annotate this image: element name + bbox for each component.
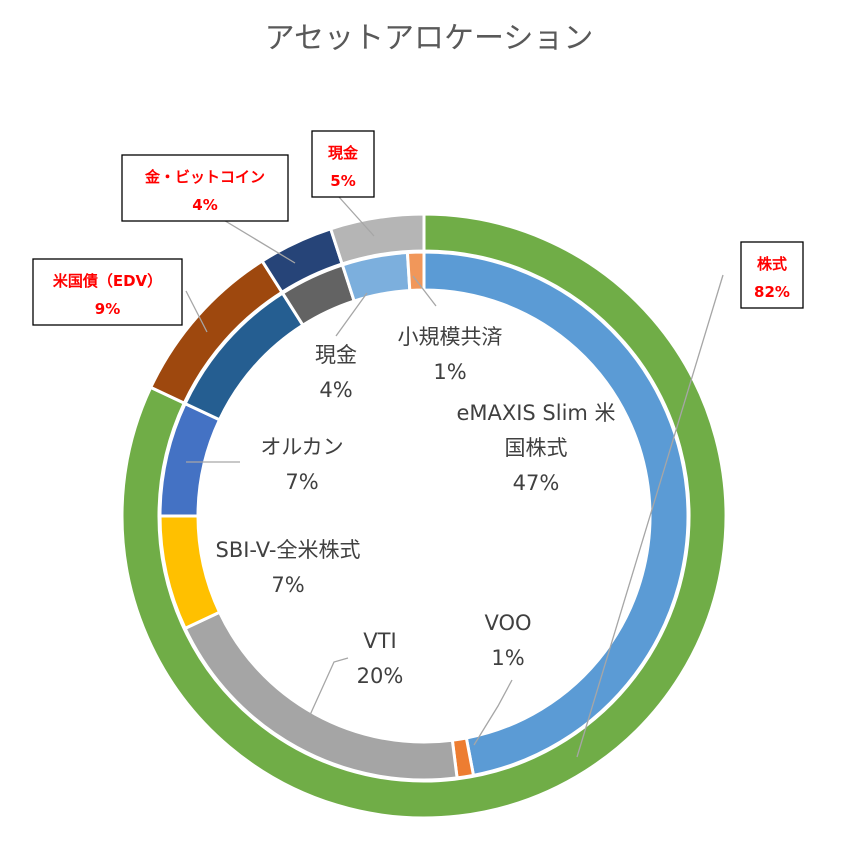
outer-label-1-name: 米国債（EDV） — [53, 272, 162, 290]
outer-ring — [120, 212, 728, 820]
inner-label-0-name-0: eMAXIS Slim 米 — [456, 401, 615, 425]
outer-leader-1 — [185, 290, 208, 333]
inner-ring — [158, 250, 690, 782]
inner-label-1-name-0: VOO — [484, 611, 531, 635]
inner-label-4-name-0: オルカン — [260, 435, 343, 459]
inner-ring-slice-8 — [405, 250, 426, 293]
inner-label-2-name-0: VTI — [363, 629, 396, 653]
inner-label-3-name-0: SBI-V-全米株式 — [216, 538, 361, 562]
inner-label-8-pct: 1% — [433, 360, 466, 384]
inner-leader-7 — [335, 292, 368, 337]
inner-leader-8 — [412, 275, 437, 307]
outer-label-0-pct: 82% — [754, 283, 790, 301]
outer-label-3-pct: 5% — [330, 172, 355, 190]
outer-label-box-3 — [311, 130, 375, 198]
inner-label-4-pct: 7% — [285, 470, 318, 494]
inner-label-1-pct: 1% — [491, 646, 524, 670]
outer-label-1-pct: 9% — [95, 300, 120, 318]
inner-label-0-name-1: 国株式 — [505, 436, 568, 460]
inner-label-3-pct: 7% — [271, 573, 304, 597]
outer-label-2-name: 金・ビットコイン — [144, 168, 265, 186]
outer-label-3-name: 現金 — [328, 144, 359, 162]
leader-lines — [185, 196, 724, 758]
inner-leader-2 — [309, 657, 349, 716]
inner-label-8-name-0: 小規模共済 — [398, 325, 503, 349]
outer-leader-3 — [338, 196, 375, 237]
outer-label-box-0 — [740, 241, 804, 309]
outer-label-box-1 — [32, 258, 183, 326]
inner-leader-1 — [473, 679, 513, 746]
inner-label-7-name-0: 現金 — [315, 343, 357, 367]
inner-label-0-pct: 47% — [513, 471, 560, 495]
inner-label-2-pct: 20% — [357, 664, 404, 688]
outer-label-2-pct: 4% — [192, 196, 217, 214]
outer-label-0-name: 株式 — [757, 255, 787, 273]
inner-label-7-pct: 4% — [319, 378, 352, 402]
chart-title: アセットアロケーション — [265, 21, 594, 56]
outer-leader-0 — [576, 274, 724, 758]
outer-label-box-2 — [121, 154, 289, 222]
